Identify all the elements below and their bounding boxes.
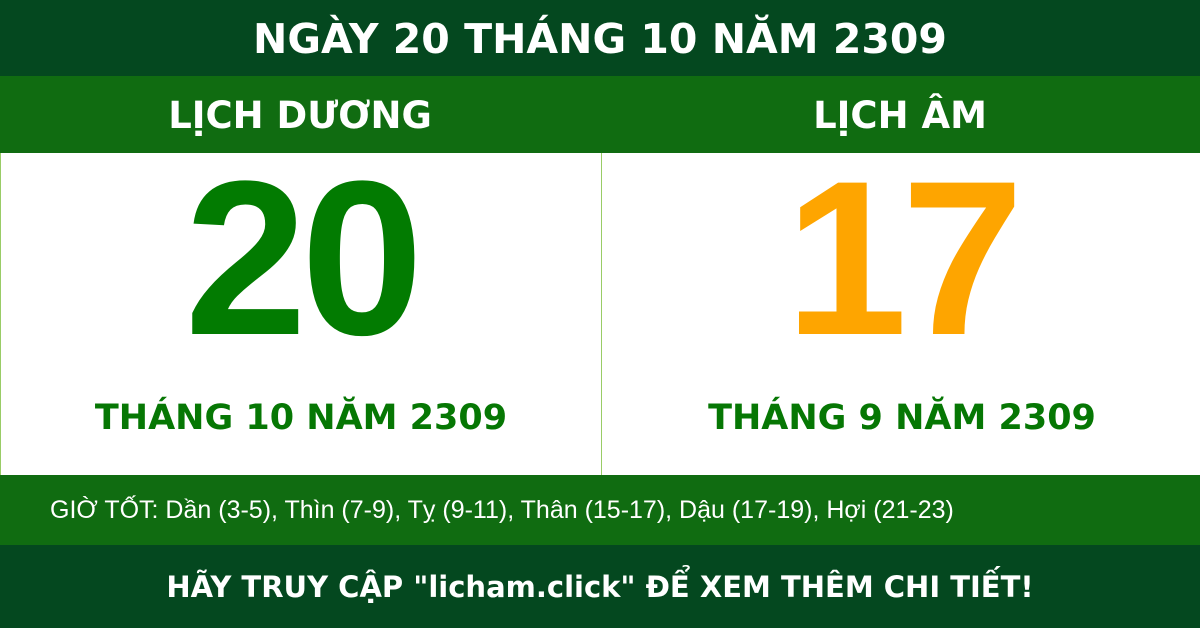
lunar-column: 17 THÁNG 9 NĂM 2309 <box>601 148 1200 475</box>
lunar-month-year: THÁNG 9 NĂM 2309 <box>708 398 1096 438</box>
good-hours: GIỜ TỐT: Dần (3-5), Thìn (7-9), Tỵ (9-11… <box>0 475 1200 545</box>
lunar-day: 17 <box>785 135 1024 381</box>
footer-cta: HÃY TRUY CẬP "licham.click" ĐỂ XEM THÊM … <box>0 545 1200 628</box>
page-title: NGÀY 20 THÁNG 10 NĂM 2309 <box>0 0 1200 76</box>
solar-month-year: THÁNG 10 NĂM 2309 <box>94 398 508 438</box>
solar-column: 20 THÁNG 10 NĂM 2309 <box>1 148 601 475</box>
lunar-calendar-label: LỊCH ÂM <box>813 94 987 137</box>
solar-calendar-label: LỊCH DƯƠNG <box>168 94 432 137</box>
solar-day: 20 <box>184 135 424 381</box>
calendar-headers: LỊCH DƯƠNG LỊCH ÂM <box>0 76 1200 153</box>
calendar-body: 20 THÁNG 10 NĂM 2309 17 THÁNG 9 NĂM 2309 <box>0 148 1200 475</box>
